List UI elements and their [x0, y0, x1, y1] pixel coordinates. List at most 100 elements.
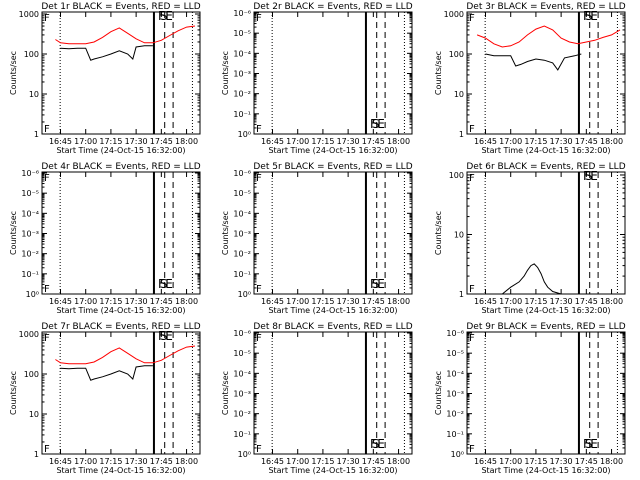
y-tick-label: 10⁻⁴ — [446, 369, 464, 378]
y-tick-label: 100 — [449, 171, 464, 180]
x-tick-label: 17:30 — [125, 297, 148, 306]
y-tick-label: 10 — [454, 90, 464, 99]
y-tick-label: 10⁻² — [233, 90, 251, 99]
x-tick-label: 17:30 — [337, 137, 360, 146]
marker-label: F — [44, 124, 50, 135]
y-axis-label: Counts/sec — [9, 51, 18, 95]
x-tick-label: 18:00 — [600, 297, 623, 306]
y-tick-label: 10⁻⁴ — [21, 209, 39, 218]
panel-title: Det 3r BLACK = Events, RED = LLD — [466, 2, 625, 12]
y-tick-label: 1 — [34, 130, 39, 139]
plot-frame — [466, 171, 626, 295]
x-tick-label: 17:45 — [362, 297, 385, 306]
marker-label: F — [583, 169, 590, 183]
x-axis-label: Start Time (24-Oct-15 16:32:00) — [56, 466, 185, 475]
marker-label: E — [377, 437, 385, 451]
x-tick-label: 16:45 — [49, 137, 72, 146]
y-tick-label: 10⁻⁶ — [233, 9, 251, 18]
panel-det-1r: Det 1r BLACK = Events, RED = LLD 1 10 100 10… — [9, 2, 201, 155]
panel-title: Det 1r BLACK = Events, RED = LLD — [41, 2, 200, 12]
x-tick-label: 17:15 — [311, 457, 334, 466]
y-tick-label: 1000 — [19, 10, 39, 19]
y-tick-label: 100 — [24, 370, 39, 379]
y-axis-label: Counts/sec — [221, 211, 230, 255]
panel-title: Det 2r BLACK = Events, RED = LLD — [253, 2, 412, 12]
marker-label: S — [585, 169, 593, 183]
x-axis-label: Start Time (24-Oct-15 16:32:00) — [481, 466, 610, 475]
x-tick-label: 17:00 — [499, 297, 522, 306]
x-tick-label: 17:00 — [74, 457, 97, 466]
x-tick-label: 17:15 — [99, 457, 122, 466]
y-tick-label: 10⁻³ — [233, 390, 251, 399]
marker-label: F — [256, 173, 262, 184]
marker-label: E — [590, 9, 598, 23]
y-tick-label: 10⁻⁵ — [446, 349, 464, 358]
x-tick-label: 17:30 — [337, 457, 360, 466]
panel-det-6r: Det 6r BLACK = Events, RED = LLD 1 10 100 Co… — [434, 162, 626, 315]
y-tick-label: 10⁻² — [446, 410, 464, 419]
y-tick-label: 10⁻⁶ — [233, 329, 251, 338]
x-axis-label: Start Time (24-Oct-15 16:32:00) — [481, 306, 610, 315]
y-tick-label: 10⁻³ — [233, 230, 251, 239]
plot-frame — [466, 11, 626, 135]
marker-label: F — [158, 329, 165, 343]
panel-det-3r: Det 3r BLACK = Events, RED = LLD 1 10 100 10… — [434, 2, 626, 155]
y-tick-label: 10⁰ — [451, 450, 464, 459]
x-tick-label: 16:45 — [261, 457, 284, 466]
marker-label: S — [160, 9, 168, 23]
y-tick-label: 10⁻² — [21, 250, 39, 259]
y-tick-label: 10 — [29, 90, 39, 99]
y-axis-label: Counts/sec — [9, 371, 18, 415]
y-axis-label: Counts/sec — [434, 211, 443, 255]
marker-label: F — [158, 277, 165, 291]
x-tick-label: 17:15 — [524, 457, 547, 466]
x-tick-label: 18:00 — [175, 137, 198, 146]
y-tick-label: 10⁻⁵ — [233, 349, 251, 358]
y-tick-label: 1000 — [444, 10, 464, 19]
x-tick-label: 17:30 — [125, 137, 148, 146]
x-tick-label: 17:30 — [550, 457, 573, 466]
x-axis-label: Start Time (24-Oct-15 16:32:00) — [56, 306, 185, 315]
marker-label: F — [256, 333, 262, 344]
x-tick-label: 17:00 — [499, 457, 522, 466]
y-tick-label: 10⁰ — [26, 290, 39, 299]
x-tick-label: 16:45 — [49, 457, 72, 466]
y-tick-label: 10⁻³ — [21, 230, 39, 239]
marker-label: F — [256, 284, 262, 295]
marker-label: F — [44, 173, 50, 184]
marker-label: F — [370, 277, 377, 291]
x-tick-label: 17:45 — [575, 297, 598, 306]
marker-label: S — [585, 437, 593, 451]
y-tick-label: 10⁻⁵ — [233, 29, 251, 38]
panel-det-7r: Det 7r BLACK = Events, RED = LLD 1 10 100 10… — [9, 322, 201, 475]
plot-frame — [41, 331, 201, 455]
marker-label: S — [160, 277, 168, 291]
marker-label: F — [469, 173, 475, 184]
plot-frame — [41, 171, 201, 295]
y-axis-label: Counts/sec — [434, 371, 443, 415]
plot-frame — [253, 171, 413, 295]
y-tick-label: 10⁻⁶ — [233, 169, 251, 178]
x-axis-label: Start Time (24-Oct-15 16:32:00) — [56, 146, 185, 155]
y-axis-label: Counts/sec — [221, 371, 230, 415]
x-tick-label: 17:30 — [337, 297, 360, 306]
marker-label: S — [160, 329, 168, 343]
x-tick-label: 17:30 — [550, 297, 573, 306]
marker-label: F — [469, 444, 475, 455]
y-tick-label: 10 — [29, 410, 39, 419]
events-series-line — [60, 365, 153, 381]
y-tick-label: 10⁻⁴ — [233, 369, 251, 378]
x-tick-label: 17:00 — [499, 137, 522, 146]
x-tick-label: 17:15 — [524, 297, 547, 306]
y-tick-label: 10⁻⁶ — [21, 169, 39, 178]
x-tick-label: 17:45 — [150, 137, 173, 146]
marker-label: E — [377, 277, 385, 291]
x-tick-label: 18:00 — [387, 457, 410, 466]
x-tick-label: 17:00 — [74, 137, 97, 146]
y-tick-label: 10⁻³ — [446, 390, 464, 399]
plot-frame — [253, 11, 413, 135]
y-tick-label: 1000 — [19, 330, 39, 339]
panel-title: Det 6r BLACK = Events, RED = LLD — [466, 162, 625, 172]
x-tick-label: 18:00 — [600, 137, 623, 146]
marker-label: F — [469, 284, 475, 295]
